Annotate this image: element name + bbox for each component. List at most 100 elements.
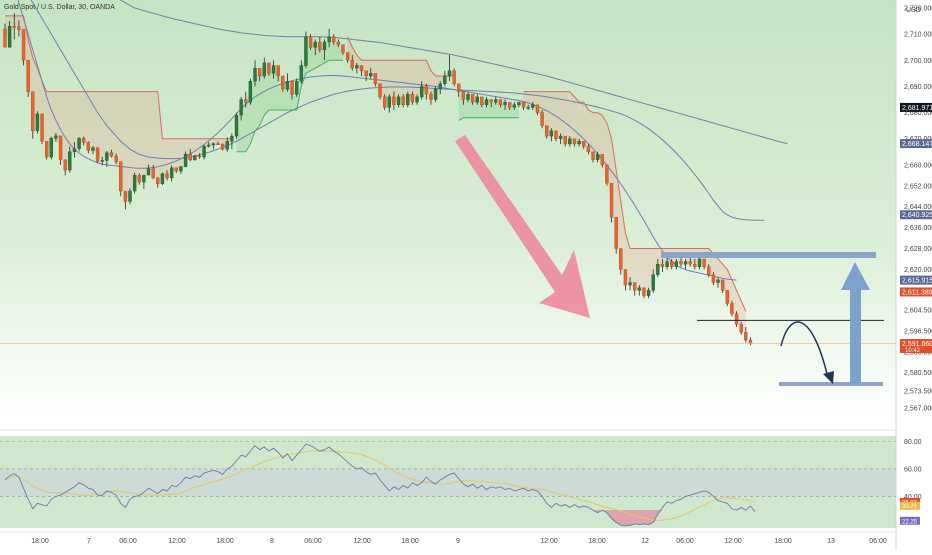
candle-body: [156, 177, 160, 184]
candle-body: [498, 99, 503, 105]
candle-body: [739, 324, 743, 333]
candle-body: [623, 269, 628, 286]
candle-body: [531, 104, 535, 108]
price-badge-bg: [900, 210, 932, 220]
candle-body: [327, 36, 331, 43]
candle-body: [49, 137, 53, 158]
candle-body: [605, 164, 609, 184]
candle-body: [304, 36, 308, 66]
candle-body: [420, 86, 424, 98]
time-tick-label: 12:00: [353, 538, 371, 545]
candle-body: [429, 94, 433, 100]
candle-body: [160, 173, 165, 184]
price-tick-label: 2,690.000: [904, 84, 932, 91]
candle-body: [494, 99, 498, 103]
candle-body: [693, 264, 697, 268]
candle-body: [91, 147, 95, 151]
candle-body: [512, 104, 516, 108]
time-tick-label: 7: [87, 538, 91, 545]
time-tick-label: 18:00: [401, 538, 419, 545]
candle-body: [86, 142, 91, 151]
candle-body: [359, 65, 364, 71]
candle-body: [35, 113, 40, 132]
candle-body: [540, 112, 544, 126]
candle-body: [582, 141, 586, 147]
candle-body: [702, 258, 706, 268]
price-tick-label: 2,660.000: [904, 162, 932, 169]
candle-body: [123, 190, 128, 202]
candle-body: [549, 130, 554, 137]
candle-body: [378, 83, 382, 98]
candle-body: [443, 75, 447, 85]
candle-body: [475, 96, 479, 103]
price-tick-label: 2,644.000: [904, 204, 932, 211]
rsi-band: [0, 468, 896, 497]
candle-body: [577, 141, 581, 145]
candle-body: [595, 154, 600, 160]
candle-body: [267, 62, 271, 74]
ma-line-3: [17, 0, 737, 281]
candle-body: [424, 86, 429, 95]
candle-body: [656, 264, 660, 275]
candle-body: [128, 190, 132, 202]
candle-body: [586, 146, 591, 152]
supertrend-fill: [458, 90, 519, 121]
candle-body: [720, 279, 725, 291]
candle-body: [271, 65, 276, 74]
candle-body: [151, 168, 155, 179]
ma-line-1: [119, 0, 788, 145]
candle-body: [387, 96, 391, 108]
time-tick-label: 12:00: [168, 538, 186, 545]
candle-body: [146, 168, 151, 176]
candle-body: [313, 41, 317, 48]
candle-body: [646, 290, 651, 296]
price-pane-bg: [0, 0, 896, 420]
candle-body: [100, 160, 104, 162]
rsi-ma-line: [4, 450, 756, 521]
candle-body: [183, 153, 188, 167]
candle-body: [503, 101, 507, 105]
candle-body: [406, 94, 410, 105]
symbol-label: Gold Spot / U.S. Dollar, 30, OANDA: [4, 4, 115, 11]
candle-body: [318, 41, 322, 51]
price-badge-label: 2,591.660: [902, 341, 932, 348]
candle-body: [628, 282, 632, 286]
candle-body: [216, 143, 220, 145]
candle-body: [54, 135, 58, 139]
time-tick-label: 06:00: [869, 538, 887, 545]
blue-target-bar: [661, 252, 876, 258]
candle-body: [609, 182, 614, 218]
candle-body: [619, 248, 623, 270]
candle-body: [132, 175, 137, 192]
candle-body: [683, 261, 688, 265]
currency-label: USD: [906, 7, 921, 14]
candle-body: [234, 114, 239, 137]
candle-body: [68, 151, 72, 171]
price-badge-label: 2,668.147: [902, 141, 932, 148]
candle-body: [632, 282, 637, 291]
candle-body: [248, 81, 253, 103]
candle-body: [174, 167, 179, 172]
candle-body: [480, 96, 484, 105]
rsi-pane-bg: [0, 436, 896, 528]
candle-body: [725, 290, 729, 304]
candle-body: [105, 152, 109, 161]
price-badge-bg: [900, 102, 932, 112]
candle-body: [396, 96, 401, 105]
candle-body: [262, 62, 266, 77]
candle-body: [82, 137, 86, 143]
candle-body: [63, 159, 67, 171]
candle-body: [651, 274, 655, 291]
candle-body: [225, 141, 229, 150]
time-tick-label: 12:00: [540, 538, 558, 545]
candle-body: [350, 60, 354, 69]
candle-body: [109, 152, 114, 157]
candle-body: [257, 67, 262, 77]
candle-body: [341, 44, 345, 53]
price-tick-label: 2,596.500: [904, 328, 932, 335]
candle-body: [12, 26, 16, 28]
rsi-badge-label: 33.21: [902, 504, 918, 510]
price-tick-label: 2,573.500: [904, 389, 932, 396]
candle-body: [285, 81, 290, 90]
candle-body: [470, 94, 475, 103]
